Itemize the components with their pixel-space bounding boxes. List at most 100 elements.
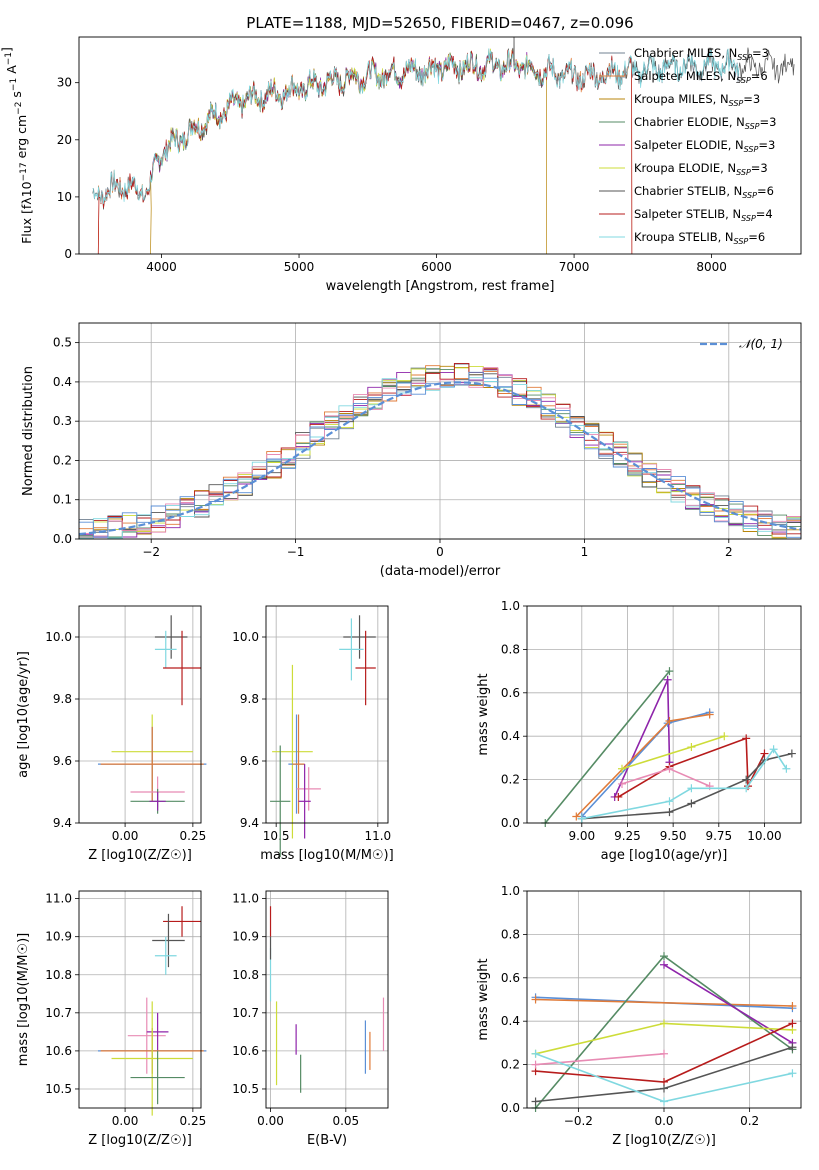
x-tick-label: 10.5	[263, 829, 290, 843]
weight-marker	[665, 808, 674, 817]
y-tick-label: 0.6	[501, 686, 520, 700]
y-tick-label: 11.0	[45, 892, 72, 906]
y-tick-label: 0.2	[501, 1058, 520, 1072]
y-axis-label: Flux [fλ10−17 erg cm−2 s−1 A−1]	[0, 47, 34, 244]
weight-marker	[687, 784, 696, 793]
legend-label: Kroupa STELIB, NSSP=6	[634, 230, 765, 246]
weight-marker	[617, 779, 626, 788]
weight-line	[535, 998, 793, 1007]
y-tick-label: 10.5	[232, 1082, 259, 1096]
x-axis-label: Z [log10(Z/Z☉)]	[612, 1133, 716, 1148]
y-axis-label: mass weight	[476, 958, 491, 1040]
weight-marker	[665, 764, 674, 773]
y-tick-label: 9.4	[53, 816, 72, 830]
y-tick-label: 10.5	[45, 1082, 72, 1096]
legend-label: Chabrier STELIB, NSSP=6	[634, 184, 774, 200]
axes-frame	[78, 322, 802, 540]
weight-marker	[687, 799, 696, 808]
weight-line	[581, 752, 793, 820]
panel-weightAge: 9.00 9.25 9.50 9.75 10.00 0.0 0.2 0.4 0.6 0.8 1.0 a…	[476, 599, 802, 863]
spectrum-line	[150, 49, 547, 254]
hist-step	[79, 371, 801, 538]
weight-marker	[788, 1069, 797, 1078]
x-tick-label: −2	[142, 545, 160, 559]
weight-marker	[665, 797, 674, 806]
panel-massZ: 0.00 0.25 10.5 10.6 10.7 10.8 10.9 11.0 Z [log10…	[16, 890, 207, 1148]
weight-marker	[531, 995, 540, 1004]
x-tick-label: 8000	[696, 260, 727, 274]
y-tick-label: 9.8	[240, 692, 259, 706]
x-axis-label: age [log10(age/yr)]	[601, 848, 728, 863]
x-tick-label: 6000	[421, 260, 452, 274]
x-tick-label: −0.2	[564, 1114, 593, 1128]
y-axis-label: age [log10(age/yr)]	[16, 651, 31, 778]
weight-marker	[531, 1049, 540, 1058]
y-tick-label: 10.6	[232, 1044, 259, 1058]
x-tick-label: 0.00	[112, 829, 139, 843]
x-axis-label: E(B-V)	[307, 1133, 347, 1148]
y-tick-label: 0.0	[53, 532, 72, 546]
panel-massEBV: 0.00 0.05 10.5 10.6 10.7 10.8 10.9 11.0 E(B-V)	[232, 890, 389, 1148]
weight-marker	[577, 814, 586, 823]
y-tick-label: 0.4	[501, 1014, 520, 1028]
x-axis-label: Z [log10(Z/Z☉)]	[88, 1133, 192, 1148]
y-tick-label: 10.8	[232, 968, 259, 982]
weight-line	[535, 1053, 665, 1066]
x-tick-label: 11.0	[364, 829, 391, 843]
y-tick-label: 10.6	[45, 1044, 72, 1058]
weight-marker	[788, 1019, 797, 1028]
weight-marker	[665, 717, 674, 726]
spectrum-line	[92, 48, 740, 204]
weight-marker	[742, 784, 751, 793]
x-tick-label: −1	[287, 545, 305, 559]
weight-marker	[531, 1097, 540, 1106]
y-tick-label: 10.9	[45, 930, 72, 944]
y-tick-label: 0.4	[53, 375, 72, 389]
x-tick-label: 0.25	[180, 829, 207, 843]
weight-marker	[660, 1019, 668, 1028]
weight-marker	[614, 792, 623, 801]
y-tick-label: 0.3	[53, 414, 72, 428]
x-tick-label: 1	[581, 545, 589, 559]
y-tick-label: 0.8	[501, 927, 520, 941]
panel-ageZ: 0.00 0.25 9.4 9.6 9.8 10.0 Z [log10(Z/Z☉)] age …	[16, 605, 207, 863]
axes-frame	[78, 605, 202, 824]
legend-label: Kroupa MILES, NSSP=3	[634, 92, 760, 108]
x-tick-label: 9.75	[705, 829, 732, 843]
axes-frame	[265, 605, 389, 824]
weight-marker	[660, 960, 668, 969]
x-axis-label: mass [log10(M/M☉)]	[260, 848, 393, 863]
y-tick-label: 0.1	[53, 493, 72, 507]
x-tick-label: 10.00	[747, 829, 781, 843]
x-tick-label: 0.2	[740, 1114, 759, 1128]
x-tick-label: 0.05	[332, 1114, 359, 1128]
y-tick-label: 0.6	[501, 971, 520, 985]
y-tick-label: 1.0	[501, 884, 520, 898]
weight-marker	[742, 775, 751, 784]
y-axis-label: mass weight	[476, 673, 491, 755]
legend-label: Salpeter ELODIE, NSSP=3	[634, 138, 775, 154]
y-tick-label: 10.7	[45, 1006, 72, 1020]
y-tick-label: 0.5	[53, 336, 72, 350]
y-tick-label: 30	[57, 76, 72, 90]
legend-label: Kroupa ELODIE, NSSP=3	[634, 161, 768, 177]
y-tick-label: 9.6	[53, 754, 72, 768]
weight-marker	[663, 675, 672, 684]
figure-title: PLATE=1188, MJD=52650, FIBERID=0467, z=0…	[246, 14, 633, 32]
weight-marker	[660, 1097, 668, 1106]
panel-spectrum: 4000 5000 6000 7000 8000 0 10 20 30 wavelength [A…	[0, 36, 802, 294]
weight-marker	[665, 667, 674, 676]
y-tick-label: 0.0	[501, 816, 520, 830]
y-tick-label: 11.0	[232, 892, 259, 906]
y-tick-label: 0	[64, 247, 72, 261]
legend-label: Salpeter MILES, NSSP=6	[634, 69, 768, 85]
weight-marker	[687, 743, 696, 752]
legend-label: 𝒩(0, 1)	[739, 337, 783, 351]
weight-marker	[788, 1002, 797, 1011]
emission-line	[513, 37, 515, 66]
weight-marker	[531, 1060, 540, 1069]
x-tick-label: 9.25	[614, 829, 641, 843]
panel-hist: −2 −1 0 1 2 0.0 0.1 0.2 0.3 0.4 0.5 (data-model)/er…	[21, 322, 802, 579]
weight-line	[581, 747, 788, 820]
